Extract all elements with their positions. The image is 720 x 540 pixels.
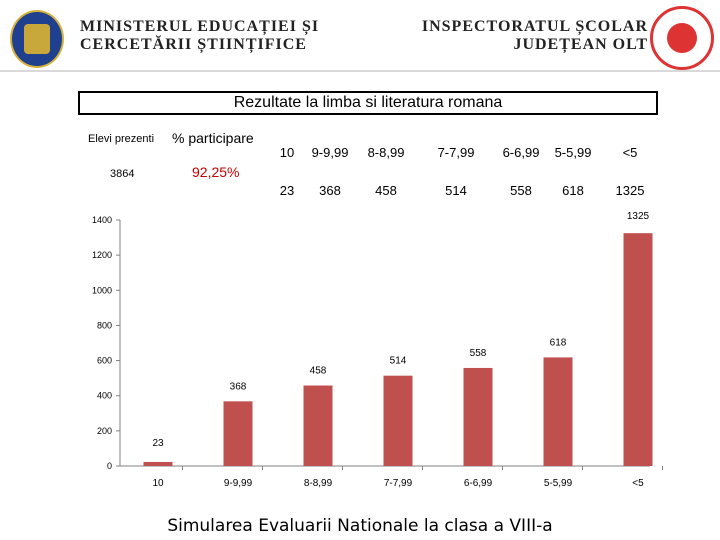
grade-count-cell: 1325 <box>615 183 645 198</box>
grade-count-cell: 23 <box>279 183 295 198</box>
x-tick-label: 8-8,99 <box>304 478 333 489</box>
inspectorat-line-1: INSPECTORATUL ȘCOLAR <box>421 18 648 35</box>
data-label: 23 <box>152 438 164 449</box>
grade-range-cell: <5 <box>622 145 638 160</box>
bar <box>543 357 573 466</box>
inspectorat-name: INSPECTORATUL ȘCOLAR JUDEȚEAN OLT <box>422 18 648 54</box>
ministry-line-2: CERCETĂRII ȘTIINȚIFICE <box>80 36 307 53</box>
y-tick-label: 600 <box>97 356 112 366</box>
data-label: 514 <box>390 356 407 367</box>
participation-label: % participare <box>172 130 254 146</box>
y-tick-label: 1000 <box>92 285 112 295</box>
grade-range-cell: 6-6,99 <box>502 145 540 160</box>
grade-range-cell: 5-5,99 <box>554 145 592 160</box>
x-tick-label: <5 <box>632 478 644 489</box>
x-tick-label: 7-7,99 <box>384 478 413 489</box>
grade-count-cell: 514 <box>445 183 467 198</box>
grade-range-cell: 9-9,99 <box>311 145 349 160</box>
bar <box>623 233 653 466</box>
data-label: 1325 <box>627 211 650 222</box>
ministry-name: MINISTERUL EDUCAȚIEI ȘI CERCETĂRII ȘTIIN… <box>80 18 319 54</box>
ministry-line-1: MINISTERUL EDUCAȚIEI ȘI <box>80 18 320 35</box>
bar <box>303 385 333 466</box>
y-tick-label: 0 <box>107 461 112 471</box>
y-tick-label: 1200 <box>92 250 112 260</box>
header-divider <box>0 70 720 72</box>
data-label: 618 <box>550 337 567 348</box>
inspectorat-line-2: JUDEȚEAN OLT <box>513 36 648 53</box>
data-label: 558 <box>470 348 487 359</box>
x-tick-label: 6-6,99 <box>464 478 493 489</box>
y-tick-label: 800 <box>97 320 112 330</box>
page-header: MINISTERUL EDUCAȚIEI ȘI CERCETĂRII ȘTIIN… <box>0 0 720 72</box>
grade-range-cell: 7-7,99 <box>437 145 475 160</box>
bar <box>143 461 173 466</box>
bar <box>383 375 413 466</box>
x-tick-label: 9-9,99 <box>224 478 253 489</box>
grade-range-cell: 10 <box>279 145 295 160</box>
isj-olt-logo <box>650 6 714 70</box>
romania-coat-of-arms-logo <box>10 10 64 68</box>
data-label: 368 <box>230 381 247 392</box>
x-tick-label: 10 <box>152 478 164 489</box>
students-present-value: 3864 <box>110 168 135 180</box>
grade-count-cell: 368 <box>319 183 341 198</box>
participation-value: 92,25% <box>192 164 240 180</box>
y-tick-label: 1400 <box>92 215 112 225</box>
y-tick-label: 200 <box>97 426 112 436</box>
bar <box>463 367 493 466</box>
results-title: Rezultate la limba si literatura romana <box>78 91 658 115</box>
data-label: 458 <box>310 366 327 377</box>
bar <box>223 401 253 466</box>
grade-range-cell: 8-8,99 <box>367 145 405 160</box>
grade-count-cell: 458 <box>375 183 397 198</box>
y-tick-label: 400 <box>97 391 112 401</box>
students-present-label: Elevi prezenti <box>88 133 155 145</box>
grade-count-cell: 618 <box>562 183 584 198</box>
x-tick-label: 5-5,99 <box>544 478 573 489</box>
footer-title: Simularea Evaluarii Nationale la clasa a… <box>167 516 553 536</box>
grade-count-cell: 558 <box>510 183 532 198</box>
